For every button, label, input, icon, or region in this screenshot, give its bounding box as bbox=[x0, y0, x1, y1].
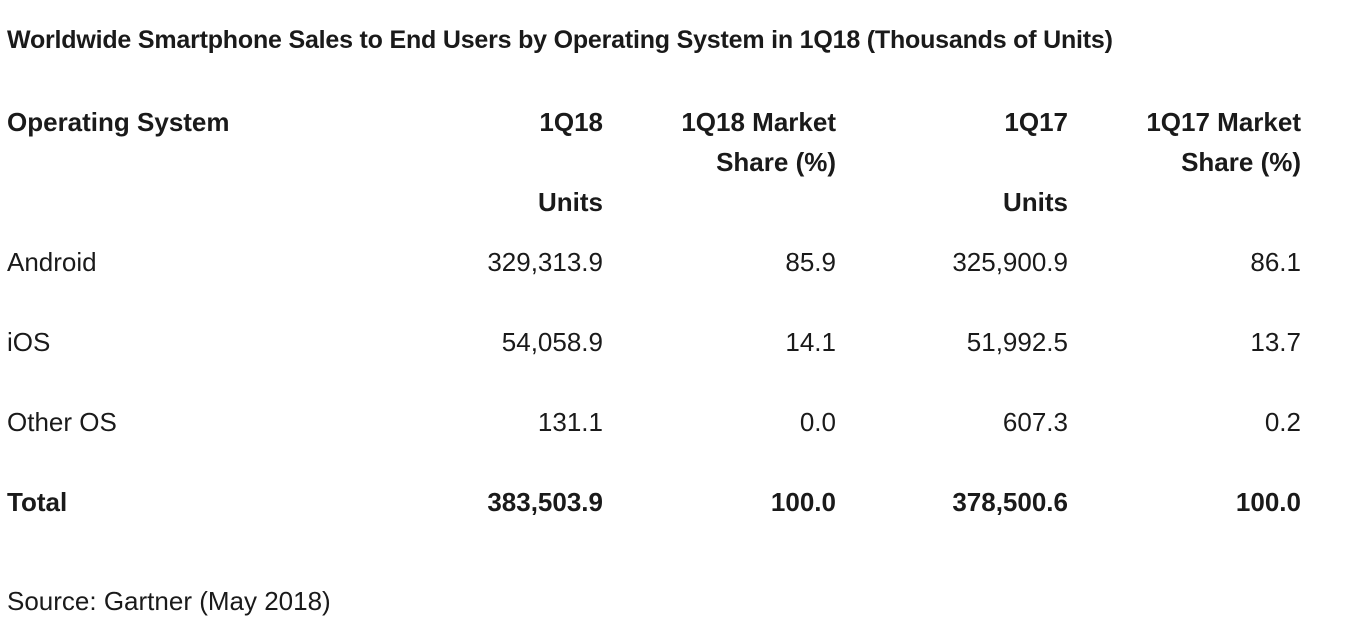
table-title: Worldwide Smartphone Sales to End Users … bbox=[7, 26, 1113, 54]
header-line: Share (%) bbox=[1181, 147, 1301, 177]
cell-os: Other OS bbox=[7, 407, 117, 437]
cell-1q17-share: 13.7 bbox=[1250, 327, 1301, 357]
source-note: Source: Gartner (May 2018) bbox=[7, 586, 331, 616]
cell-total-1q17-units: 378,500.6 bbox=[952, 487, 1068, 517]
cell-1q17-share: 86.1 bbox=[1250, 247, 1301, 277]
table-row: Android 329,313.9 85.9 325,900.9 86.1 bbox=[7, 242, 1301, 322]
cell-1q17-units: 607.3 bbox=[1002, 407, 1068, 437]
cell-1q17-units: 51,992.5 bbox=[966, 327, 1068, 357]
cell-os: iOS bbox=[7, 327, 51, 357]
header-line bbox=[836, 142, 1068, 182]
header-line: Operating System bbox=[7, 107, 230, 137]
table-row: Other OS 131.1 0.0 607.3 0.2 bbox=[7, 402, 1301, 482]
header-row: Operating System 1Q18 Units 1Q18 Market … bbox=[7, 102, 1301, 242]
cell-total-label: Total bbox=[7, 487, 68, 517]
table-row: iOS 54,058.9 14.1 51,992.5 13.7 bbox=[7, 322, 1301, 402]
cell-1q17-share: 0.2 bbox=[1264, 407, 1301, 437]
sales-table: Operating System 1Q18 Units 1Q18 Market … bbox=[7, 102, 1301, 562]
header-line: Units bbox=[538, 187, 603, 217]
header-1q18-market-share: 1Q18 Market Share (%) bbox=[603, 102, 836, 242]
cell-1q18-units: 329,313.9 bbox=[487, 247, 603, 277]
header-line: 1Q18 bbox=[539, 107, 603, 137]
cell-1q18-share: 0.0 bbox=[799, 407, 836, 437]
header-1q18-units: 1Q18 Units bbox=[307, 102, 603, 242]
cell-1q18-units: 54,058.9 bbox=[501, 327, 603, 357]
header-line: Units bbox=[1003, 187, 1068, 217]
cell-total-1q17-share: 100.0 bbox=[1235, 487, 1301, 517]
header-line bbox=[307, 142, 603, 182]
header-line: Share (%) bbox=[716, 147, 836, 177]
header-line: 1Q17 Market bbox=[1146, 107, 1301, 137]
header-1q17-market-share: 1Q17 Market Share (%) bbox=[1068, 102, 1301, 242]
cell-1q17-units: 325,900.9 bbox=[952, 247, 1068, 277]
cell-total-1q18-share: 100.0 bbox=[770, 487, 836, 517]
cell-os: Android bbox=[7, 247, 97, 277]
header-line: 1Q17 bbox=[1004, 107, 1068, 137]
total-row: Total 383,503.9 100.0 378,500.6 100.0 bbox=[7, 482, 1301, 562]
cell-1q18-units: 131.1 bbox=[537, 407, 603, 437]
cell-total-1q18-units: 383,503.9 bbox=[487, 487, 603, 517]
header-operating-system: Operating System bbox=[7, 102, 307, 242]
header-line: 1Q18 Market bbox=[681, 107, 836, 137]
header-1q17-units: 1Q17 Units bbox=[836, 102, 1068, 242]
cell-1q18-share: 14.1 bbox=[785, 327, 836, 357]
cell-1q18-share: 85.9 bbox=[785, 247, 836, 277]
